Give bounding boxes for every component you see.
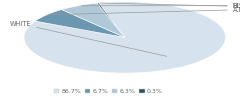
Text: A.I.: A.I. [49,7,240,15]
Wedge shape [62,3,125,37]
Text: WHITE: WHITE [10,21,166,56]
Wedge shape [97,3,125,37]
Wedge shape [35,10,125,37]
Legend: 86.7%, 6.7%, 6.3%, 0.3%: 86.7%, 6.7%, 6.3%, 0.3% [51,86,165,97]
Wedge shape [24,2,226,73]
Text: HISPANIC: HISPANIC [81,3,240,9]
Text: BLACK: BLACK [101,3,240,9]
